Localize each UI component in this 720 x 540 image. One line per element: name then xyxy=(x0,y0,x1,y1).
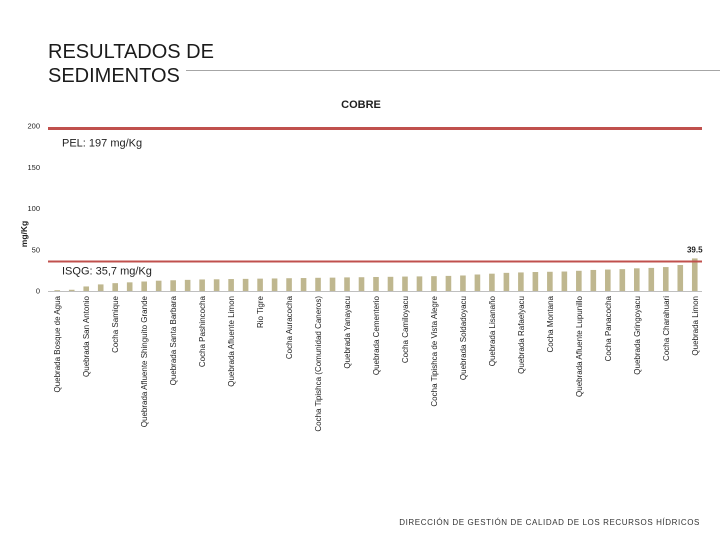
x-tick-label: Cocha Panacocha xyxy=(604,295,613,361)
bar xyxy=(286,278,292,291)
x-tick-label: Quebrada Bosque de Agua xyxy=(53,295,62,392)
bar xyxy=(329,277,336,291)
reference-lines: PEL: 197 mg/Kg ISQG: 35,7 mg/Kg xyxy=(48,126,702,278)
title-divider xyxy=(186,70,720,71)
bar xyxy=(605,269,611,291)
bar xyxy=(547,271,553,291)
bar xyxy=(344,277,350,291)
bar xyxy=(677,265,684,291)
y-tick-label: 0 xyxy=(36,287,40,296)
x-tick-label: Quebrada Soldadoyacu xyxy=(459,296,468,380)
y-axis-label: mg/Kg xyxy=(19,221,29,247)
bar xyxy=(373,276,379,291)
bar xyxy=(691,258,698,291)
x-tick-label: Quebrada Afluente Lupunillo xyxy=(575,295,584,397)
x-tick-label: Quebrada Yanayacu xyxy=(343,296,352,369)
bar xyxy=(271,278,278,291)
x-tick-label: Quebrada Afluente Limon xyxy=(227,296,236,387)
bar xyxy=(416,276,423,291)
bar xyxy=(634,268,640,291)
bar xyxy=(518,272,524,291)
bar xyxy=(184,279,191,291)
x-tick-label: Cocha Samique xyxy=(111,295,120,352)
x-tick-label: Cocha Tipishca (Comunidad Caneros) xyxy=(314,296,323,432)
data-labels: 39.5 xyxy=(687,245,703,254)
bar xyxy=(619,269,626,291)
bar xyxy=(561,271,568,291)
bar xyxy=(489,273,495,291)
bar xyxy=(54,290,61,291)
bar xyxy=(112,283,118,291)
bar xyxy=(257,278,263,292)
bar xyxy=(97,284,104,291)
bar xyxy=(213,279,220,291)
bar xyxy=(199,279,205,291)
bar xyxy=(648,267,655,291)
x-tick-label: Quebrada Afluente Shinguito Grande xyxy=(140,295,149,427)
bar xyxy=(576,270,582,291)
bar xyxy=(590,269,597,291)
x-tick-label: Cocha Auracocha xyxy=(285,295,294,359)
bar xyxy=(402,276,408,291)
bar xyxy=(387,276,394,291)
bar xyxy=(460,275,466,291)
y-tick-label: 150 xyxy=(27,163,40,172)
x-tick-label: Quebrada Lisanaño xyxy=(488,295,497,366)
chart-title: COBRE xyxy=(341,99,381,111)
bar xyxy=(83,286,90,291)
bar xyxy=(532,272,539,291)
bar xyxy=(155,280,162,291)
x-tick-label: Quebrada Santa Barbara xyxy=(169,295,178,385)
x-tick-label: Quebrada Cementerio xyxy=(372,295,381,375)
y-tick-label: 100 xyxy=(27,204,40,213)
bar xyxy=(445,275,452,291)
y-tick-label: 50 xyxy=(32,245,40,254)
data-label: 39.5 xyxy=(687,245,703,254)
x-tick-label: Quebrada San Antonio xyxy=(82,295,91,377)
x-tick-label: Quebrada Rafaelyacu xyxy=(517,296,526,374)
reference-line-label: PEL: 197 mg/Kg xyxy=(62,137,142,149)
bar xyxy=(170,280,176,291)
x-tick-label: Rio Tigre xyxy=(256,295,265,328)
footer-text: DIRECCIÓN DE GESTIÓN DE CALIDAD DE LOS R… xyxy=(399,518,700,527)
x-tick-label: Cocha Tipishca de Vista Alegre xyxy=(430,295,439,406)
bar xyxy=(126,282,133,291)
bar xyxy=(503,272,510,291)
bar xyxy=(242,278,249,291)
reference-line-label: ISQG: 35,7 mg/Kg xyxy=(62,266,152,278)
y-tick-label: 200 xyxy=(27,122,40,131)
x-tick-label: Cocha Camiloyacu xyxy=(401,296,410,363)
x-tick-label: Cocha Pashincocha xyxy=(198,295,207,367)
x-tick-label: Cocha Montana xyxy=(546,295,555,352)
bar xyxy=(141,281,147,291)
bars xyxy=(54,258,698,292)
bar xyxy=(431,276,437,291)
x-axis-labels: Quebrada Bosque de Agua Quebrada San Anto… xyxy=(53,295,700,431)
bar xyxy=(315,277,321,291)
bar xyxy=(662,267,669,291)
bar xyxy=(358,277,365,291)
bar xyxy=(228,279,234,291)
x-tick-label: Quebrada Limon xyxy=(691,296,700,356)
x-tick-label: Cocha Charahuari xyxy=(662,296,671,361)
bar xyxy=(300,278,307,291)
x-tick-label: Quebrada Gringoyacu xyxy=(633,296,642,375)
bar xyxy=(68,289,75,291)
y-axis-ticks: 0 50 100 150 200 xyxy=(27,122,40,296)
bar xyxy=(474,274,481,291)
slide-title: RESULTADOS DE SEDIMENTOS xyxy=(48,41,214,87)
